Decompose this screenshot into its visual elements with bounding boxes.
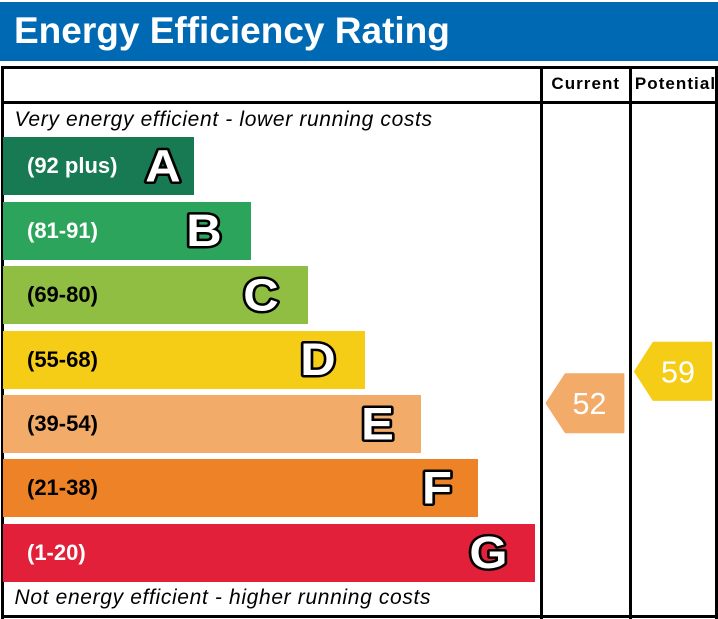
- svg-text:59: 59: [661, 356, 695, 390]
- svg-text:F: F: [422, 463, 452, 514]
- svg-text:C: C: [243, 269, 278, 320]
- svg-text:B: B: [186, 205, 221, 256]
- svg-text:D: D: [300, 334, 335, 385]
- svg-text:E: E: [361, 398, 394, 449]
- svg-text:G: G: [469, 527, 507, 578]
- svg-text:A: A: [145, 141, 180, 192]
- svg-text:52: 52: [573, 387, 607, 421]
